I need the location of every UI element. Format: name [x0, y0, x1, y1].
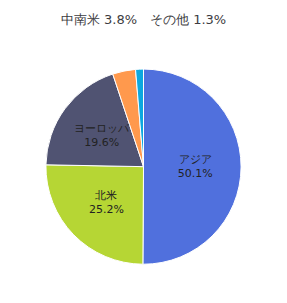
svg-text:アジア: アジア [179, 153, 212, 166]
svg-text:50.1%: 50.1% [178, 167, 213, 180]
svg-text:北米: 北米 [95, 189, 117, 202]
svg-text:ヨーロッパ: ヨーロッパ [74, 122, 130, 135]
svg-text:25.2%: 25.2% [89, 203, 124, 216]
svg-text:19.6%: 19.6% [84, 136, 119, 149]
svg-text:中南米 3.8% その他 1.3%: 中南米 3.8% その他 1.3% [61, 12, 226, 27]
